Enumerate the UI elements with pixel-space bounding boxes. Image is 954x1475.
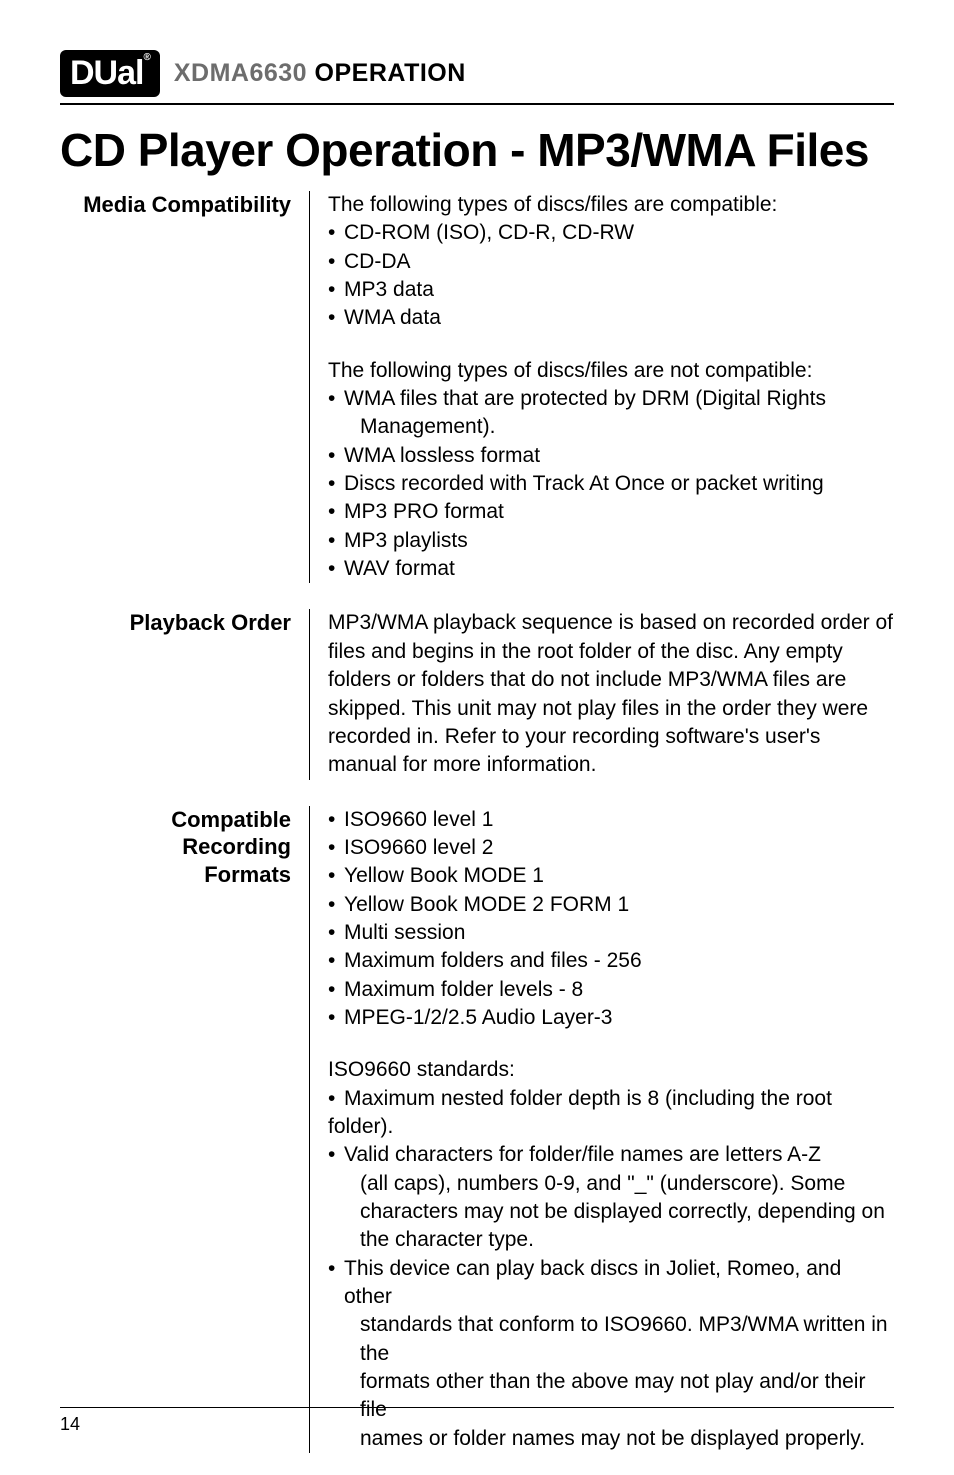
header-rule xyxy=(60,103,894,105)
body-col: MP3/WMA playback sequence is based on re… xyxy=(310,609,894,779)
list-item: WMA data xyxy=(328,304,826,332)
list-item: This device can play back discs in Jolie… xyxy=(328,1255,894,1312)
list-item: WAV format xyxy=(328,555,826,583)
formats-list1: ISO9660 level 1 ISO9660 level 2 Yellow B… xyxy=(328,806,894,1033)
section-playback: Playback Order MP3/WMA playback sequence… xyxy=(60,609,894,779)
section-label-line2: Formats xyxy=(60,861,291,889)
media-intro2: The following types of discs/files are n… xyxy=(328,357,826,584)
logo-reg: ® xyxy=(143,52,149,63)
formats-list1-wrap: ISO9660 level 1 ISO9660 level 2 Yellow B… xyxy=(328,806,894,1033)
list-item-cont: (all caps), numbers 0-9, and "_" (unders… xyxy=(328,1170,894,1198)
formats-list2: Maximum nested folder depth is 8 (includ… xyxy=(328,1085,894,1453)
logo-text: DUal xyxy=(70,54,143,92)
list-item: MP3 PRO format xyxy=(328,498,826,526)
list-item: MP3 playlists xyxy=(328,527,826,555)
text: The following types of discs/files are c… xyxy=(328,193,777,216)
section-formats: Compatible Recording Formats ISO9660 lev… xyxy=(60,806,894,1454)
list-item: WMA lossless format xyxy=(328,442,826,470)
label-col: Playback Order xyxy=(60,609,310,779)
model-operation: OPERATION xyxy=(307,59,466,87)
model-number: XDMA6630 xyxy=(174,59,307,87)
media-intro1: The following types of discs/files are c… xyxy=(328,191,826,333)
media-list2: WMA files that are protected by DRM (Dig… xyxy=(328,385,826,583)
playback-body: MP3/WMA playback sequence is based on re… xyxy=(328,609,894,779)
section-label: Playback Order xyxy=(60,609,291,637)
text: ISO9660 standards: xyxy=(328,1058,515,1081)
list-item: Multi session xyxy=(328,919,894,947)
list-item: MPEG-1/2/2.5 Audio Layer-3 xyxy=(328,1004,894,1032)
body-col: ISO9660 level 1 ISO9660 level 2 Yellow B… xyxy=(310,806,894,1454)
brand-logo: DUal® xyxy=(60,50,160,97)
list-item: Maximum folders and files - 256 xyxy=(328,947,894,975)
list-item: ISO9660 level 2 xyxy=(328,834,894,862)
page-title: CD Player Operation - MP3/WMA Files xyxy=(60,123,894,177)
page-number: 14 xyxy=(60,1414,80,1434)
formats-standards: ISO9660 standards: Maximum nested folder… xyxy=(328,1056,894,1453)
section-label: Media Compatibility xyxy=(60,191,291,219)
section-label-line1: Compatible Recording xyxy=(60,806,291,861)
list-item: Yellow Book MODE 2 FORM 1 xyxy=(328,891,894,919)
list-item: MP3 data xyxy=(328,276,826,304)
list-item-cont: characters may not be displayed correctl… xyxy=(328,1198,894,1226)
text: The following types of discs/files are n… xyxy=(328,359,812,382)
list-item: CD-ROM (ISO), CD-R, CD-RW xyxy=(328,219,826,247)
body-col: The following types of discs/files are c… xyxy=(310,191,826,583)
list-item: Valid characters for folder/file names a… xyxy=(328,1141,894,1169)
media-list1: CD-ROM (ISO), CD-R, CD-RW CD-DA MP3 data… xyxy=(328,219,826,332)
list-item: Yellow Book MODE 1 xyxy=(328,862,894,890)
label-col: Media Compatibility xyxy=(60,191,310,583)
model-label: XDMA6630 OPERATION xyxy=(174,59,466,88)
list-item-cont: Management). xyxy=(328,413,826,441)
list-item: Discs recorded with Track At Once or pac… xyxy=(328,470,826,498)
list-item: WMA files that are protected by DRM (Dig… xyxy=(328,385,826,413)
list-item-cont: folder). xyxy=(328,1113,894,1141)
section-media: Media Compatibility The following types … xyxy=(60,191,894,583)
list-item: ISO9660 level 1 xyxy=(328,806,894,834)
list-item-cont: standards that conform to ISO9660. MP3/W… xyxy=(328,1311,894,1368)
list-item-cont: the character type. xyxy=(328,1226,894,1254)
list-item: Maximum folder levels - 8 xyxy=(328,976,894,1004)
list-item: CD-DA xyxy=(328,248,826,276)
footer: 14 xyxy=(60,1407,894,1435)
header: DUal® XDMA6630 OPERATION xyxy=(60,50,894,97)
label-col: Compatible Recording Formats xyxy=(60,806,310,1454)
list-item: Maximum nested folder depth is 8 (includ… xyxy=(328,1085,894,1113)
